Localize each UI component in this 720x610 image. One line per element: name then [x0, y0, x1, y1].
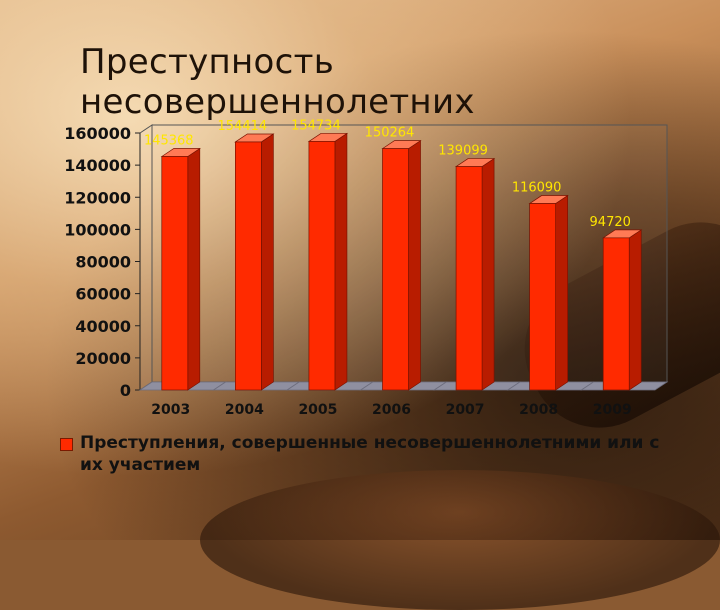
- bar: [308, 141, 336, 391]
- x-tick-label: 2008: [519, 402, 558, 418]
- bar-chart: 0 20000 40000 60000 80000 100000 120000 140000 1…: [64, 118, 669, 418]
- y-tick-label: 80000: [75, 253, 131, 272]
- chart-legend: Преступления, совершенные несовершенноле…: [60, 432, 675, 476]
- x-tick-label: 2006: [372, 402, 411, 418]
- bar-side: [481, 157, 495, 391]
- data-label: 145368: [144, 134, 194, 149]
- x-tick-label: 2007: [446, 402, 485, 418]
- data-label: 150264: [365, 126, 415, 141]
- bar: [602, 237, 630, 391]
- y-tick-label: 140000: [64, 156, 131, 175]
- bar-side: [334, 132, 348, 391]
- bar-side: [261, 133, 274, 391]
- x-tick-label: 2009: [593, 402, 632, 418]
- data-label: 139099: [438, 144, 488, 159]
- bar: [235, 141, 262, 391]
- data-label: 154734: [291, 118, 341, 133]
- data-label: 154414: [218, 119, 268, 134]
- slide-title: Преступность несовершеннолетних: [80, 42, 475, 122]
- y-tick-label: 20000: [75, 349, 131, 368]
- y-tick-label: 160000: [64, 124, 131, 143]
- bar: [455, 166, 483, 391]
- bar-side: [187, 147, 201, 391]
- data-label: 116090: [512, 181, 562, 196]
- y-tick-label: 40000: [75, 317, 131, 336]
- y-tick-label: 120000: [64, 188, 131, 207]
- x-tick-label: 2004: [225, 402, 264, 418]
- bar: [382, 148, 409, 391]
- x-tick-label: 2005: [298, 402, 337, 418]
- y-tick-label: 60000: [75, 285, 131, 304]
- bar-side: [555, 194, 568, 391]
- x-tick-label: 2003: [151, 402, 190, 418]
- bar: [161, 156, 189, 391]
- bar-side: [628, 229, 642, 391]
- y-tick-label: 100000: [64, 220, 131, 239]
- y-tick-label: 0: [120, 381, 131, 400]
- data-label: 94720: [590, 215, 631, 230]
- bar-side: [408, 139, 421, 391]
- bar: [529, 203, 556, 391]
- legend-swatch: [60, 438, 73, 451]
- legend-label: Преступления, совершенные несовершенноле…: [80, 433, 660, 475]
- plot-side-wall: [139, 124, 153, 391]
